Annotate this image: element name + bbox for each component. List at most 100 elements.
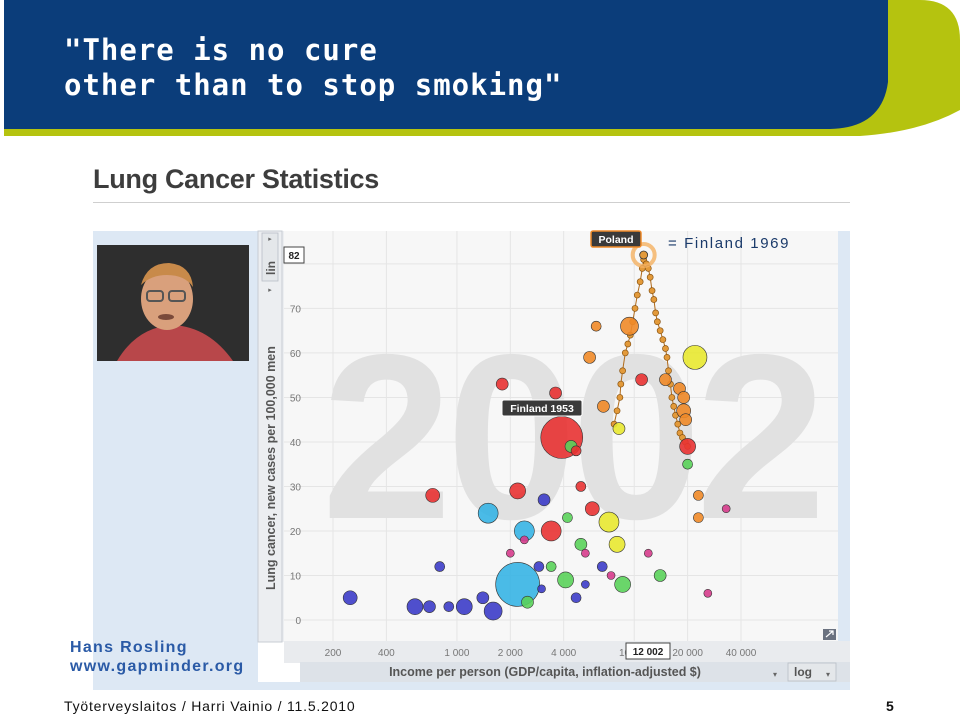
presenter-video xyxy=(97,245,249,361)
y-scale-arrow-icon: ▸ xyxy=(268,236,272,243)
x-axis-label: Income per person (GDP/capita, inflation… xyxy=(389,665,701,679)
finland-trail-point xyxy=(633,291,641,299)
figure-title: Lung Cancer Statistics xyxy=(93,164,379,194)
country-bubble xyxy=(693,512,704,523)
country-bubble xyxy=(425,488,441,503)
finland-trail-point xyxy=(674,420,682,428)
x-axis-menu-icon[interactable]: ▾ xyxy=(773,670,777,679)
country-bubble xyxy=(476,591,490,605)
finland-trail-point xyxy=(624,340,632,348)
finland-trail-point xyxy=(662,345,669,352)
country-bubble xyxy=(520,535,529,545)
finland-trail-point xyxy=(650,296,658,303)
country-bubble xyxy=(620,316,639,336)
country-bubble xyxy=(606,571,616,580)
country-bubble xyxy=(659,373,672,386)
country-bubble xyxy=(608,536,626,553)
country-bubble xyxy=(583,351,596,364)
country-bubble xyxy=(521,595,534,609)
slide-title-line-1: "There is no cure xyxy=(64,33,378,67)
country-bubble xyxy=(495,377,509,391)
finland-trail-point xyxy=(670,402,678,410)
country-bubble xyxy=(596,561,608,572)
country-bubble xyxy=(455,598,473,615)
country-bubble xyxy=(562,512,573,523)
finland-trail-point xyxy=(613,407,621,415)
country-bubble xyxy=(585,501,600,517)
presenter-url[interactable]: www.gapminder.org xyxy=(70,658,245,675)
finland-trail-point xyxy=(668,394,676,401)
country-bubble xyxy=(635,373,648,386)
y-scale-label: lin xyxy=(264,261,278,275)
x-tick-label: 400 xyxy=(378,648,395,659)
y-tick-label: 30 xyxy=(290,482,302,493)
country-bubble xyxy=(574,538,588,551)
country-bubble xyxy=(434,561,446,572)
country-bubble xyxy=(614,576,631,593)
presenter-credit: Hans Rosling www.gapminder.org xyxy=(70,638,244,676)
country-bubble xyxy=(581,548,590,558)
poland-highlight-ring xyxy=(630,242,657,268)
country-bubble xyxy=(477,502,499,524)
header-banner xyxy=(0,0,960,140)
finland-1953-label: Finland 1953 xyxy=(510,403,574,415)
poland-label: Poland xyxy=(598,234,633,246)
country-bubble xyxy=(597,400,610,413)
slide-title-line-2: other than to stop smoking" xyxy=(64,68,563,102)
x-tick-label: 40 000 xyxy=(726,648,757,659)
country-bubble xyxy=(721,504,731,514)
country-bubble xyxy=(570,445,582,457)
y-tick-label: 70 xyxy=(290,304,302,315)
finland-trail-point xyxy=(619,367,626,375)
y-axis-menu-icon[interactable]: ▸ xyxy=(268,287,272,294)
y-tick-label: 40 xyxy=(290,438,302,449)
country-bubble xyxy=(342,590,358,606)
x-readout-box xyxy=(625,642,671,660)
x-scale-arrow-icon: ▾ xyxy=(826,670,830,679)
finland-trail-point xyxy=(646,273,654,281)
y-readout-box xyxy=(283,246,305,264)
country-bubble xyxy=(483,601,503,621)
country-bubbles xyxy=(342,242,731,621)
country-bubble xyxy=(581,580,590,589)
country-bubble xyxy=(570,592,582,604)
x-tick-label: 20 000 xyxy=(672,648,703,659)
x-tick-label: 2 000 xyxy=(498,648,523,659)
y-axis-label: Lung cancer, new cases per 100,000 men xyxy=(264,346,278,590)
x-scale-selector[interactable] xyxy=(787,662,837,682)
poland-label-box xyxy=(590,230,642,248)
country-bubble xyxy=(537,584,546,594)
footer-text: Työterveyslaitos / Harri Vainio / 11.5.2… xyxy=(64,698,356,714)
country-bubble xyxy=(545,561,557,572)
country-bubble xyxy=(506,548,515,558)
presenter-name: Hans Rosling xyxy=(70,639,188,656)
x-tick-label: 1 000 xyxy=(444,648,469,659)
x-tick-label: 200 xyxy=(325,648,342,659)
country-bubble xyxy=(423,600,436,613)
finland-trail-point xyxy=(648,287,656,294)
y-tick-label: 20 xyxy=(290,527,302,538)
y-tick-label: 10 xyxy=(290,571,302,582)
country-bubble xyxy=(533,561,545,572)
poland-bubble xyxy=(639,250,649,260)
finland-trail-point xyxy=(656,327,664,335)
country-bubble xyxy=(653,569,667,582)
country-bubble xyxy=(679,413,692,426)
country-bubble xyxy=(590,320,602,332)
country-bubble xyxy=(549,386,562,400)
y-tick-label: 0 xyxy=(295,616,301,627)
country-bubble xyxy=(540,520,562,542)
x-readout: 12 002 xyxy=(633,647,664,658)
page-number: 5 xyxy=(886,698,894,714)
y-scale-selector[interactable] xyxy=(261,232,279,282)
country-bubble xyxy=(406,598,424,615)
finland-trail-point xyxy=(665,367,672,375)
country-bubble xyxy=(557,571,574,589)
country-bubble xyxy=(682,458,693,470)
country-bubble xyxy=(575,481,587,492)
country-bubble xyxy=(703,588,713,598)
country-bubble xyxy=(443,601,455,612)
y-tick-label: 60 xyxy=(290,349,302,360)
finland-trail-point xyxy=(617,380,625,388)
